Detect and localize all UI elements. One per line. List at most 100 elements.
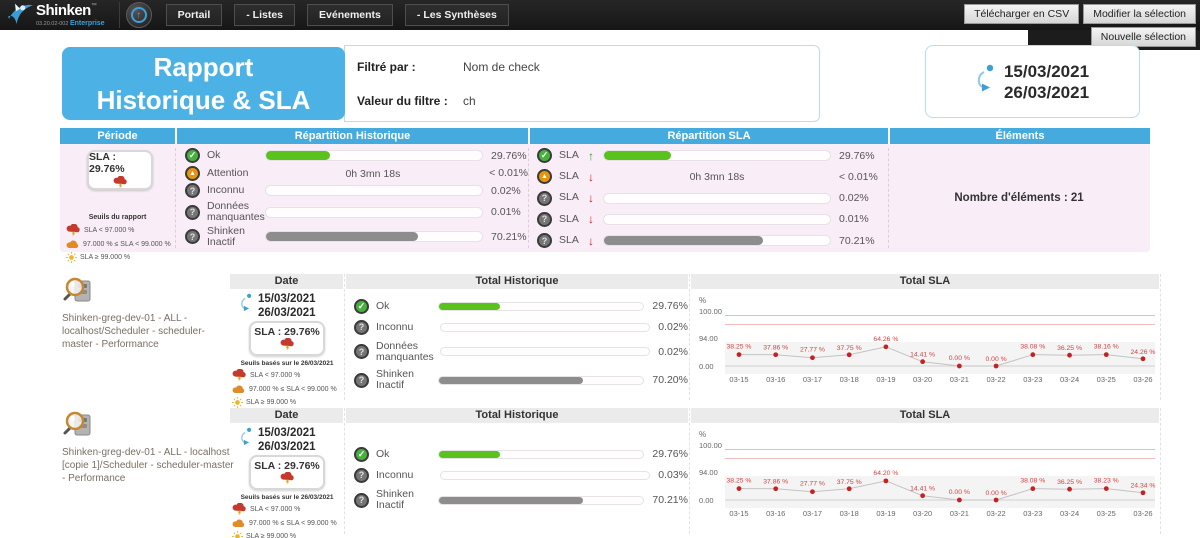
- scroll-top-button[interactable]: ↑: [126, 2, 152, 28]
- svg-text:0.00: 0.00: [699, 362, 714, 371]
- cloud-icon: [232, 519, 246, 528]
- threshold-line: SLA < 97.000 %: [66, 224, 171, 237]
- filter-value-label: Valeur du filtre :: [357, 94, 452, 108]
- status-label: Shinken Inactif: [207, 226, 265, 248]
- status-unknown-icon: ?: [185, 229, 200, 244]
- column-divider: [1160, 408, 1161, 534]
- status-unknown-icon: ?: [537, 212, 552, 227]
- nav-menu-item[interactable]: Portail: [166, 4, 223, 26]
- svg-text:0.00 %: 0.00 %: [949, 355, 970, 362]
- svg-text:0.00 %: 0.00 %: [986, 356, 1007, 363]
- threshold-label: SLA < 97.000 %: [250, 506, 300, 513]
- progress-fill: [266, 232, 418, 241]
- svg-text:36.25 %: 36.25 %: [1057, 479, 1082, 486]
- svg-text:38.08 %: 38.08 %: [1020, 478, 1045, 485]
- element-search-icon[interactable]: [62, 408, 96, 447]
- brand-name: Shinken: [36, 2, 91, 19]
- column-divider: [1160, 274, 1161, 400]
- nav-menu-item[interactable]: - Les Synthèses: [405, 4, 509, 26]
- svg-text:03-15: 03-15: [729, 375, 748, 384]
- percent-value: 29.76%: [491, 150, 527, 162]
- threshold-line: SLA < 97.000 %: [232, 369, 337, 382]
- svg-text:64.26 %: 64.26 %: [873, 336, 898, 343]
- svg-text:03-17: 03-17: [803, 375, 822, 384]
- status-label: SLA: [559, 171, 585, 182]
- status-bar-row: ?Données manquantes0.02%: [346, 341, 688, 363]
- status-unknown-icon: ?: [354, 320, 369, 335]
- column-divider: [344, 274, 345, 400]
- element-search-icon[interactable]: [62, 274, 96, 313]
- threshold-line: 97.000 % ≤ SLA < 99.000 %: [232, 519, 337, 528]
- date-range-box: 15/03/2021 26/03/2021: [925, 45, 1140, 118]
- filter-box: Filtré par : Nom de check Valeur du filt…: [344, 45, 820, 122]
- sla-badge: SLA : 29.76%: [87, 150, 153, 190]
- cloud-icon: [66, 240, 80, 249]
- status-label: SLA: [559, 192, 585, 203]
- threshold-line: SLA ≥ 99.000 %: [232, 531, 337, 538]
- threshold-label: SLA ≥ 99.000 %: [246, 399, 296, 406]
- new-selection-button[interactable]: Nouvelle sélection: [1091, 27, 1196, 47]
- filtered-by-value: Nom de check: [463, 60, 540, 74]
- historique-distribution: ✓Ok29.76%▲Attention0h 3mn 18s< 0.01%?Inc…: [175, 148, 528, 248]
- modify-selection-button[interactable]: Modifier la sélection: [1083, 4, 1196, 24]
- progress-bar: [265, 185, 483, 196]
- shinken-logo[interactable]: Shinken™ 03.20.02-002 Enterprise: [0, 0, 113, 30]
- svg-text:14.41 %: 14.41 %: [910, 352, 935, 359]
- svg-text:03-18: 03-18: [840, 375, 859, 384]
- sla-chart: %100.0094.000.0038.25 %03-1537.86 %03-16…: [691, 291, 1159, 400]
- sla-badge: SLA : 29.76%: [249, 321, 325, 356]
- svg-text:38.23 %: 38.23 %: [1094, 478, 1119, 485]
- percent-value: < 0.01%: [489, 167, 528, 179]
- download-csv-button[interactable]: Télécharger en CSV: [964, 4, 1079, 24]
- svg-text:03-20: 03-20: [913, 375, 932, 384]
- progress-bar: [440, 347, 651, 356]
- percent-value: 70.21%: [491, 231, 527, 243]
- status-unknown-icon: ?: [185, 205, 200, 220]
- shinken-logo-icon: [8, 1, 34, 30]
- status-bar-row: ✓Ok29.76%: [346, 447, 688, 462]
- progress-bar: [438, 450, 644, 459]
- status-label: Inconnu: [376, 470, 440, 481]
- status-bar-row: ? Shinken Inactif 70.21%: [175, 226, 528, 248]
- nav-menu-item[interactable]: - Listes: [234, 4, 295, 26]
- svg-text:03-19: 03-19: [876, 375, 895, 384]
- status-label: Ok: [376, 301, 438, 312]
- sla-badge: SLA : 29.76%: [249, 455, 325, 490]
- date-start: 15/03/2021: [258, 292, 316, 306]
- progress-fill: [604, 236, 763, 245]
- historique-column-header: Total Historique: [346, 408, 688, 423]
- column-divider: [344, 408, 345, 534]
- status-ok-icon: ✓: [185, 148, 200, 163]
- sla-column-header: Total SLA: [691, 274, 1159, 289]
- shinken-report-page: Shinken™ 03.20.02-002 Enterprise ↑ Porta…: [0, 0, 1200, 538]
- status-ok-icon: ✓: [537, 148, 552, 163]
- svg-text:36.25 %: 36.25 %: [1057, 345, 1082, 352]
- status-label: Ok: [376, 449, 438, 460]
- navbar: Shinken™ 03.20.02-002 Enterprise ↑ Porta…: [0, 0, 1200, 30]
- sla-distribution: ✓SLA↑29.76%▲SLA↓0h 3mn 18s< 0.01%?SLA↓0.…: [528, 148, 888, 248]
- sla-chart: %100.0094.000.0038.25 %03-1537.86 %03-16…: [691, 425, 1159, 534]
- progress-bar: [265, 231, 483, 242]
- status-unknown-icon: ?: [354, 493, 369, 508]
- svg-text:03-22: 03-22: [986, 509, 1005, 518]
- duration-text: 0h 3mn 18s: [266, 168, 481, 180]
- element-report-section: Shinken-greg-dev-01 - ALL - localhost [c…: [0, 406, 1200, 538]
- column-header-elements: Éléments: [890, 128, 1150, 144]
- element-report-section: Shinken-greg-dev-01 - ALL - localhost/Sc…: [0, 272, 1200, 404]
- percent-value: 70.20%: [652, 374, 688, 386]
- status-bar-row: ▲Attention0h 3mn 18s< 0.01%: [175, 166, 528, 181]
- svg-text:38.25 %: 38.25 %: [727, 478, 752, 485]
- svg-text:0.00 %: 0.00 %: [986, 490, 1007, 497]
- svg-text:0.00 %: 0.00 %: [949, 489, 970, 496]
- column-header-sla: Répartition SLA: [530, 128, 888, 144]
- status-unknown-icon: ?: [537, 233, 552, 248]
- progress-bar: [438, 496, 644, 505]
- percent-value: 70.21%: [839, 235, 875, 247]
- svg-text:24.26 %: 24.26 %: [1131, 349, 1156, 356]
- nav-menu-item[interactable]: Evénements: [307, 4, 393, 26]
- svg-text:94.00: 94.00: [699, 334, 718, 343]
- status-bar-row: ?SLA↓70.21%: [528, 233, 888, 248]
- svg-text:%: %: [699, 296, 706, 305]
- progress-bar: [603, 214, 831, 225]
- status-unknown-icon: ?: [354, 373, 369, 388]
